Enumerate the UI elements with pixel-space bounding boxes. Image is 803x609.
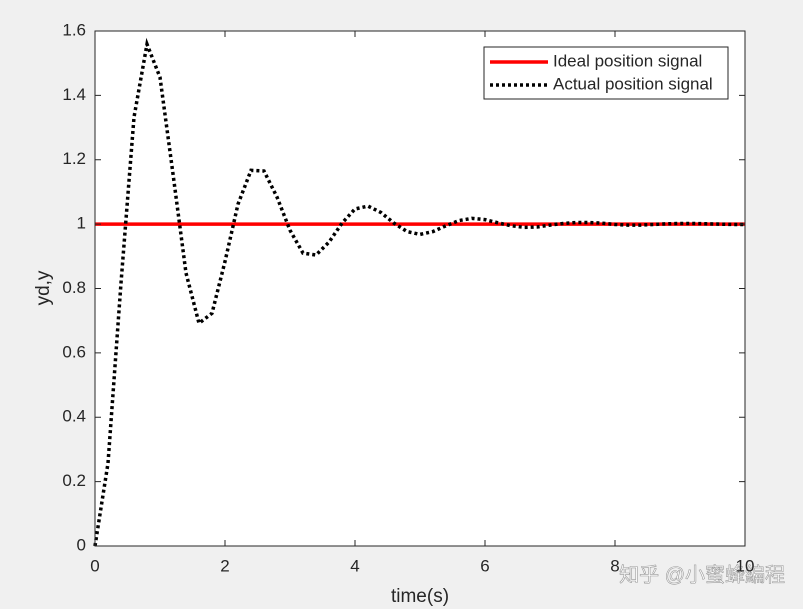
y-axis-label: yd,y [33,270,54,305]
x-axis-label: time(s) [391,586,449,607]
legend-label: Actual position signal [553,74,713,93]
legend-label: Ideal position signal [553,51,702,70]
x-tick-label: 0 [90,556,99,575]
y-tick-label: 0 [77,535,86,554]
watermark: 知乎 @小蜜蜂編程 [619,563,785,586]
y-tick-label: 0.6 [62,342,86,361]
x-tick-label: 6 [480,556,489,575]
y-tick-label: 1.2 [62,149,86,168]
x-tick-label: 2 [220,556,229,575]
legend: Ideal position signal Actual position sig… [483,46,729,100]
x-tick-label: 4 [350,556,359,575]
y-tick-label: 0.8 [62,278,86,297]
plot-area [95,31,745,546]
plot-content [93,37,745,547]
x-tick-label: 8 [610,556,619,575]
x-tick-label: 10 [736,556,755,575]
y-tick-label: 0.2 [62,471,86,490]
y-tick-label: 0.4 [62,407,86,426]
y-tick-label: 1.4 [62,85,86,104]
y-tick-label: 1 [77,214,86,233]
y-tick-label: 1.6 [62,20,86,39]
legend-box [483,46,729,100]
